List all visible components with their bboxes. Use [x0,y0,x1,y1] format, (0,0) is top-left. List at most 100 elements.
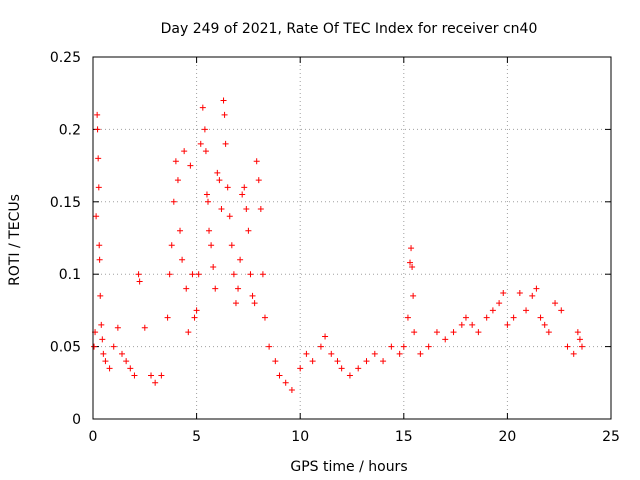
data-point [241,184,248,191]
data-point [462,314,469,321]
data-point [303,350,310,357]
data-point [202,148,209,155]
data-point [193,307,200,314]
data-point [218,206,225,213]
data-point [226,213,233,220]
x-tick-label: 20 [498,429,516,445]
data-point [489,307,496,314]
chart-title: Day 249 of 2021, Rate Of TEC Index for r… [161,21,538,37]
data-point [396,350,403,357]
data-point [407,259,414,266]
data-point [529,292,536,299]
data-point [203,191,210,198]
data-point [388,343,395,350]
data-point [172,158,179,165]
x-tick-label: 10 [291,429,309,445]
data-point [251,300,258,307]
data-point [371,350,378,357]
data-point [338,365,345,372]
data-point [537,314,544,321]
x-tick-label: 5 [192,429,201,445]
data-point [158,372,165,379]
data-point [212,285,219,292]
data-point [570,350,577,357]
x-tick-label: 15 [395,429,413,445]
data-point [500,290,507,297]
data-point [183,285,190,292]
y-tick-label: 0.15 [50,195,81,211]
data-point [185,329,192,336]
data-point [228,242,235,249]
data-point [410,292,417,299]
y-axis-label: ROTI / TECUs [7,194,23,286]
x-axis-ticks: 0 5 10 15 20 25 [89,57,620,445]
data-point [95,155,102,162]
data-point [243,206,250,213]
data-point [475,329,482,336]
data-point [450,329,457,336]
data-point [253,158,260,165]
data-point [458,321,465,328]
data-point [191,314,198,321]
data-point [96,242,103,249]
data-point [195,271,202,278]
x-tick-label: 0 [89,429,98,445]
data-point [152,379,159,386]
data-point [408,245,415,252]
data-point [100,350,107,357]
data-point [523,307,530,314]
data-point [266,343,273,350]
data-point [237,256,244,263]
data-point [141,324,148,331]
data-point [220,97,227,104]
y-tick-label: 0.2 [59,122,81,138]
data-point [94,126,101,133]
data-point [245,227,252,234]
data-point [272,358,279,365]
data-point [363,358,370,365]
data-point [166,271,173,278]
data-point [504,321,511,328]
data-point [259,271,266,278]
data-point [97,292,104,299]
data-point [230,271,237,278]
plot-frame [92,56,612,420]
data-point [114,324,121,331]
data-point [93,213,100,220]
y-tick-label: 0.1 [59,267,81,283]
data-point [516,290,523,297]
x-tick-label: 25 [602,429,620,445]
data-point [204,198,211,205]
data-point [95,184,102,191]
data-point [187,162,194,169]
data-point [199,104,206,111]
data-point [309,358,316,365]
data-point [232,300,239,307]
data-point [558,307,565,314]
data-point [123,358,130,365]
data-point [110,343,117,350]
data-point [235,285,242,292]
data-point [148,372,155,379]
data-point [255,177,262,184]
data-point [222,140,229,147]
data-point [282,379,289,386]
data-point [247,271,254,278]
data-point [197,140,204,147]
data-point [317,343,324,350]
data-point [168,242,175,249]
data-point [210,263,217,270]
y-tick-label: 0.25 [50,50,81,66]
data-point [496,300,503,307]
data-point [189,271,196,278]
data-point [552,300,559,307]
data-point [239,191,246,198]
data-point [208,242,215,249]
data-point [181,148,188,155]
data-point [106,365,113,372]
data-point [380,358,387,365]
data-point [174,177,181,184]
data-point [425,343,432,350]
data-point [164,314,171,321]
data-point [346,372,353,379]
